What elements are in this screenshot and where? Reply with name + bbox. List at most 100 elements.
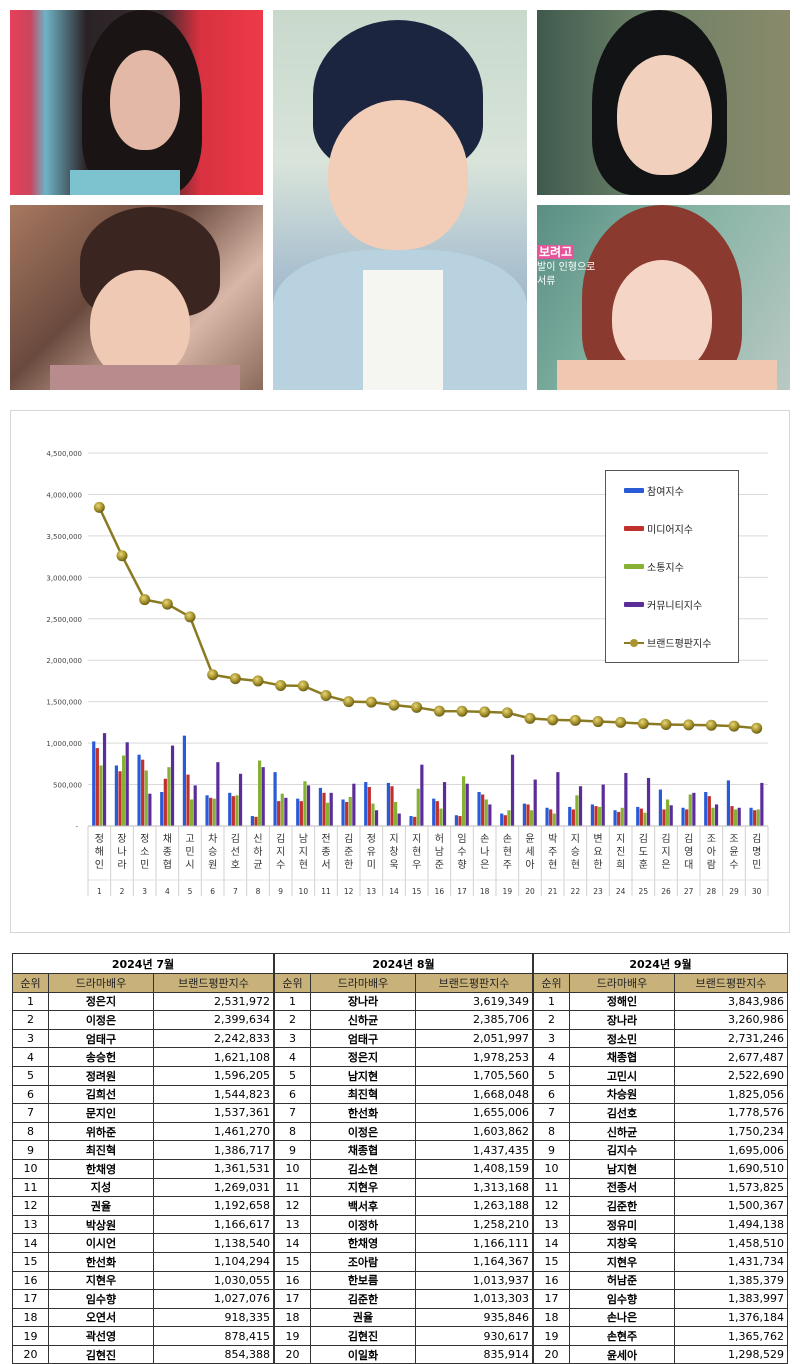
- actor-name-cell: 고민시: [569, 1065, 675, 1086]
- rank-cell: 5: [12, 1065, 49, 1086]
- rank-cell: 3: [274, 1028, 311, 1049]
- category-label: 김: [276, 833, 285, 845]
- brand-index-cell: 3,619,349: [415, 991, 533, 1012]
- bar: [364, 782, 368, 826]
- actor-name-cell: 이정은: [48, 1010, 154, 1030]
- table-row: 11 전종서 1,573,825: [533, 1177, 788, 1198]
- bar: [416, 788, 420, 826]
- table-row: 3 엄태구 2,242,833: [12, 1028, 274, 1049]
- bar: [228, 792, 232, 826]
- category-label: 민: [185, 846, 194, 858]
- category-label: 한: [593, 859, 602, 871]
- brand-index-cell: 1,750,234: [674, 1121, 788, 1142]
- brand-index-cell: 2,522,690: [674, 1065, 788, 1086]
- rank-cell: 4: [12, 1047, 49, 1067]
- bar: [374, 810, 379, 826]
- legend-item-participation: 참여지수: [624, 483, 684, 498]
- brand-index-cell: 1,361,531: [153, 1158, 274, 1179]
- table-month-header: 2024년 7월: [12, 953, 274, 974]
- brand-index-point: [615, 716, 627, 728]
- rank-cell: 14: [533, 1233, 570, 1253]
- column-header: 순위: [533, 973, 570, 993]
- bar: [352, 783, 356, 826]
- bar: [250, 816, 254, 826]
- category-label: 주: [503, 860, 512, 871]
- actor-name-cell: 지창욱: [569, 1233, 675, 1253]
- bar: [707, 796, 711, 826]
- actor-name-cell: 정은지: [310, 1047, 416, 1067]
- category-label: 현: [571, 859, 580, 871]
- table-month-header: 2024년 9월: [533, 953, 788, 974]
- brand-index-cell: 1,166,617: [153, 1214, 274, 1235]
- category-label: 은: [480, 859, 489, 871]
- actor-name-cell: 한보름: [310, 1270, 416, 1291]
- category-label: 균: [253, 859, 262, 871]
- actor-name-cell: 채종협: [310, 1140, 416, 1160]
- rank-cell: 11: [533, 1177, 570, 1198]
- table-row: 4 송승헌 1,621,108: [12, 1047, 274, 1067]
- rank-cell: 2: [533, 1010, 570, 1030]
- brand-index-cell: 3,260,986: [674, 1010, 788, 1030]
- bar: [522, 803, 526, 826]
- table-row: 9 최진혁 1,386,717: [12, 1140, 274, 1160]
- rank-cell: 19: [12, 1326, 49, 1346]
- table-row: 10 김소현 1,408,159: [274, 1158, 533, 1179]
- brand-index-point: [365, 696, 377, 708]
- rank-cell: 2: [12, 1010, 49, 1030]
- bar: [296, 798, 300, 826]
- brand-index-cell: 1,690,510: [674, 1158, 788, 1179]
- y-tick-label: 1,000,000: [46, 740, 82, 748]
- category-label: 조: [707, 834, 716, 845]
- category-label: 손: [480, 833, 489, 845]
- legend-swatch-green: [624, 564, 644, 569]
- brand-index-cell: 2,242,833: [153, 1028, 274, 1049]
- category-label: 유: [367, 846, 376, 858]
- bar: [481, 794, 485, 826]
- ranking-tables: 2024년 7월 순위 드라마배우 브랜드평판지수 1 정은지 2,531,972 2…: [12, 953, 788, 1364]
- rank-cell: 15: [12, 1251, 49, 1272]
- category-label: 종: [321, 846, 330, 858]
- brand-index-point: [456, 705, 468, 717]
- bar: [277, 801, 281, 826]
- table-row: 15 조아람 1,164,367: [274, 1251, 533, 1272]
- bar: [730, 806, 734, 826]
- rank-cell: 1: [12, 991, 49, 1012]
- chart-canvas: - 500,000 1,000,000 1,500,000 2,000,000 2,500…: [46, 450, 769, 896]
- rank-cell: 10: [274, 1158, 311, 1179]
- bar: [571, 809, 575, 826]
- rank-cell: 11: [12, 1177, 49, 1198]
- rank-label: 15: [412, 887, 422, 896]
- bar: [669, 805, 673, 826]
- rank-cell: 17: [12, 1289, 49, 1309]
- brand-index-point: [637, 718, 649, 730]
- bar: [367, 787, 371, 826]
- photo-bottom-right: 보려고 발이 인형으로 서류: [537, 205, 790, 390]
- bar: [99, 765, 103, 826]
- poster-line-1: 발이 인형으로: [537, 262, 596, 273]
- category-label: 향: [457, 859, 466, 871]
- category-label: 전: [321, 833, 330, 845]
- column-header: 브랜드평판지수: [415, 973, 533, 993]
- rank-cell: 6: [274, 1084, 311, 1105]
- actor-name-cell: 김준한: [310, 1289, 416, 1309]
- brand-index-cell: 1,537,361: [153, 1103, 274, 1123]
- brand-index-cell: 1,621,108: [153, 1047, 274, 1067]
- actor-name-cell: 정려원: [48, 1065, 154, 1086]
- category-label: 소: [140, 846, 149, 858]
- bar: [397, 813, 401, 826]
- category-label: 김: [661, 833, 670, 845]
- bar: [617, 811, 621, 826]
- actor-name-cell: 신하균: [569, 1121, 675, 1142]
- actor-name-cell: 이시언: [48, 1233, 154, 1253]
- actor-name-cell: 허남준: [569, 1270, 675, 1291]
- category-label: 나: [480, 846, 489, 858]
- brand-index-cell: 835,914: [415, 1344, 533, 1364]
- brand-index-cell: 918,335: [153, 1307, 274, 1328]
- rank-label: 21: [548, 887, 558, 896]
- bar: [141, 759, 145, 826]
- brand-index-cell: 1,383,997: [674, 1289, 788, 1309]
- bar: [714, 804, 719, 826]
- table-row: 17 임수향 1,383,997: [533, 1289, 788, 1309]
- category-label: 차: [208, 833, 217, 845]
- bar: [435, 801, 439, 826]
